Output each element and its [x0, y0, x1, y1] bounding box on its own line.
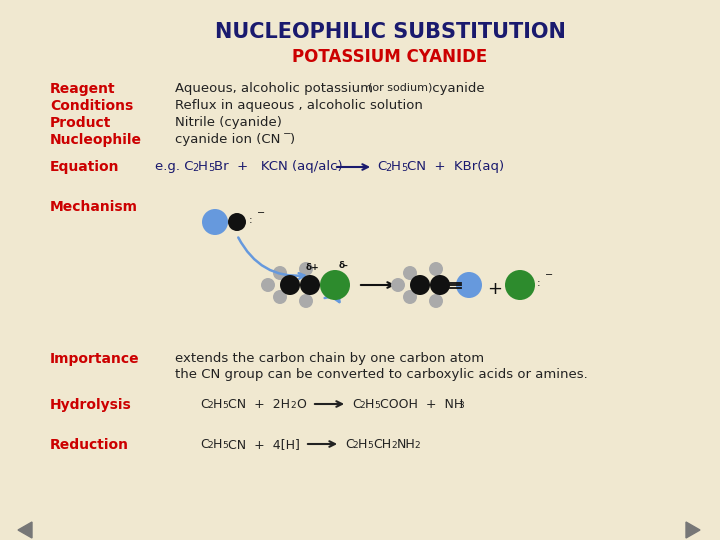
- Circle shape: [429, 294, 443, 308]
- Circle shape: [280, 275, 300, 295]
- Circle shape: [403, 290, 417, 304]
- Circle shape: [429, 262, 443, 276]
- Circle shape: [228, 213, 246, 231]
- Text: Br  +   KCN (aq/alc): Br + KCN (aq/alc): [214, 160, 343, 173]
- Text: H: H: [358, 438, 367, 451]
- Text: −: −: [257, 208, 265, 218]
- Text: ): ): [290, 133, 295, 146]
- Text: Nucleophile: Nucleophile: [50, 133, 142, 147]
- Text: 2: 2: [359, 401, 364, 410]
- Text: extends the carbon chain by one carbon atom: extends the carbon chain by one carbon a…: [175, 352, 484, 365]
- Text: C: C: [200, 438, 209, 451]
- Circle shape: [261, 278, 275, 292]
- Text: Reflux in aqueous , alcoholic solution: Reflux in aqueous , alcoholic solution: [175, 99, 423, 112]
- Text: 5: 5: [374, 401, 379, 410]
- Text: CN  +  KBr(aq): CN + KBr(aq): [407, 160, 504, 173]
- Text: 5: 5: [208, 163, 215, 173]
- Text: COOH  +  NH: COOH + NH: [380, 398, 463, 411]
- Text: 2: 2: [192, 163, 198, 173]
- Polygon shape: [18, 522, 32, 538]
- Circle shape: [273, 290, 287, 304]
- Text: CN  +  2H: CN + 2H: [228, 398, 290, 411]
- Text: −: −: [545, 270, 553, 280]
- Text: 5: 5: [222, 401, 228, 410]
- Text: (or sodium): (or sodium): [368, 82, 433, 92]
- Text: Reduction: Reduction: [50, 438, 129, 452]
- Polygon shape: [686, 522, 700, 538]
- Text: Mechanism: Mechanism: [50, 200, 138, 214]
- Text: 2: 2: [414, 441, 420, 450]
- Text: CN  +  4[H]: CN + 4[H]: [228, 438, 300, 451]
- Text: the CN group can be converted to carboxylic acids or amines.: the CN group can be converted to carboxy…: [175, 368, 588, 381]
- Circle shape: [299, 262, 313, 276]
- Text: Nitrile (cyanide): Nitrile (cyanide): [175, 116, 282, 129]
- Text: Equation: Equation: [50, 160, 120, 174]
- Text: Hydrolysis: Hydrolysis: [50, 398, 132, 412]
- Circle shape: [410, 275, 430, 295]
- Text: NH: NH: [397, 438, 415, 451]
- Text: 2: 2: [352, 441, 358, 450]
- Text: :: :: [249, 215, 255, 225]
- Circle shape: [273, 266, 287, 280]
- Text: C: C: [352, 398, 361, 411]
- Text: Importance: Importance: [50, 352, 140, 366]
- Text: CH: CH: [373, 438, 391, 451]
- Text: 5: 5: [367, 441, 373, 450]
- Circle shape: [299, 294, 313, 308]
- Circle shape: [430, 275, 450, 295]
- Text: O: O: [296, 398, 306, 411]
- Text: C: C: [345, 438, 354, 451]
- Text: 3: 3: [458, 401, 464, 410]
- Text: H: H: [198, 160, 208, 173]
- Text: 2: 2: [207, 441, 212, 450]
- Text: H: H: [365, 398, 374, 411]
- Text: cyanide ion (CN: cyanide ion (CN: [175, 133, 280, 146]
- Text: 2: 2: [290, 401, 296, 410]
- Text: cyanide: cyanide: [428, 82, 485, 95]
- Text: 2: 2: [391, 441, 397, 450]
- Text: 5: 5: [222, 441, 228, 450]
- Text: −: −: [283, 129, 292, 139]
- Circle shape: [391, 278, 405, 292]
- Circle shape: [202, 209, 228, 235]
- Text: :: :: [537, 278, 543, 288]
- Circle shape: [403, 266, 417, 280]
- Text: C: C: [377, 160, 386, 173]
- Text: Aqueous, alcoholic potassium: Aqueous, alcoholic potassium: [175, 82, 377, 95]
- Text: e.g. C: e.g. C: [155, 160, 194, 173]
- Circle shape: [505, 270, 535, 300]
- Circle shape: [300, 275, 320, 295]
- Text: 2: 2: [207, 401, 212, 410]
- Text: NUCLEOPHILIC SUBSTITUTION: NUCLEOPHILIC SUBSTITUTION: [215, 22, 565, 42]
- Circle shape: [456, 272, 482, 298]
- Text: C: C: [200, 398, 209, 411]
- Text: δ+: δ+: [305, 264, 319, 273]
- Text: Reagent: Reagent: [50, 82, 116, 96]
- Text: 2: 2: [385, 163, 391, 173]
- Text: Conditions: Conditions: [50, 99, 133, 113]
- Text: Product: Product: [50, 116, 112, 130]
- Text: δ-: δ-: [339, 261, 349, 271]
- Text: +: +: [487, 280, 503, 298]
- Text: H: H: [213, 398, 222, 411]
- Text: 5: 5: [401, 163, 408, 173]
- Text: POTASSIUM CYANIDE: POTASSIUM CYANIDE: [292, 48, 487, 66]
- Text: H: H: [391, 160, 401, 173]
- Text: H: H: [213, 438, 222, 451]
- Circle shape: [320, 270, 350, 300]
